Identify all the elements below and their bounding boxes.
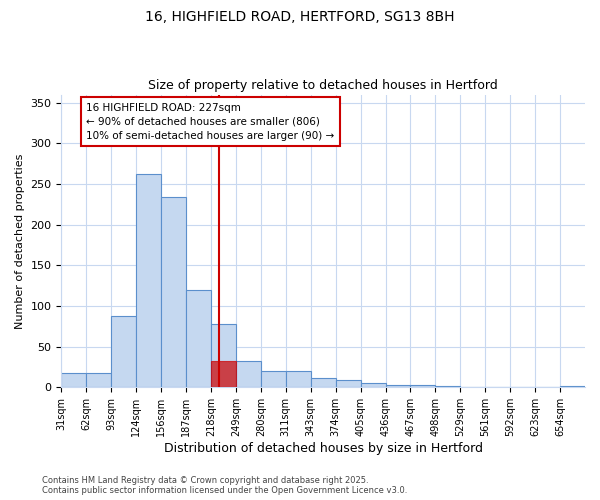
Bar (386, 385, 410, 388)
Bar (111, 316, 136, 388)
Bar (61, 372, 86, 388)
Bar (436, 386, 460, 388)
Text: Contains HM Land Registry data © Crown copyright and database right 2025.
Contai: Contains HM Land Registry data © Crown c… (42, 476, 407, 495)
Bar (211, 324, 236, 388)
X-axis label: Distribution of detached houses by size in Hertford: Distribution of detached houses by size … (164, 442, 483, 455)
Bar (361, 384, 386, 388)
Bar (261, 371, 286, 388)
Bar (236, 362, 261, 388)
Bar (311, 378, 335, 388)
Bar (136, 174, 161, 388)
Title: Size of property relative to detached houses in Hertford: Size of property relative to detached ho… (148, 79, 498, 92)
Bar (211, 362, 236, 388)
Bar (335, 380, 361, 388)
Bar (485, 386, 510, 388)
Text: 16, HIGHFIELD ROAD, HERTFORD, SG13 8BH: 16, HIGHFIELD ROAD, HERTFORD, SG13 8BH (145, 10, 455, 24)
Bar (86, 372, 111, 388)
Bar (510, 386, 535, 388)
Bar (460, 386, 485, 388)
Y-axis label: Number of detached properties: Number of detached properties (15, 154, 25, 328)
Bar (410, 385, 436, 388)
Bar (560, 386, 585, 388)
Text: 16 HIGHFIELD ROAD: 227sqm
← 90% of detached houses are smaller (806)
10% of semi: 16 HIGHFIELD ROAD: 227sqm ← 90% of detac… (86, 102, 335, 141)
Bar (161, 197, 186, 388)
Bar (535, 386, 560, 388)
Bar (286, 371, 311, 388)
Bar (186, 290, 211, 388)
